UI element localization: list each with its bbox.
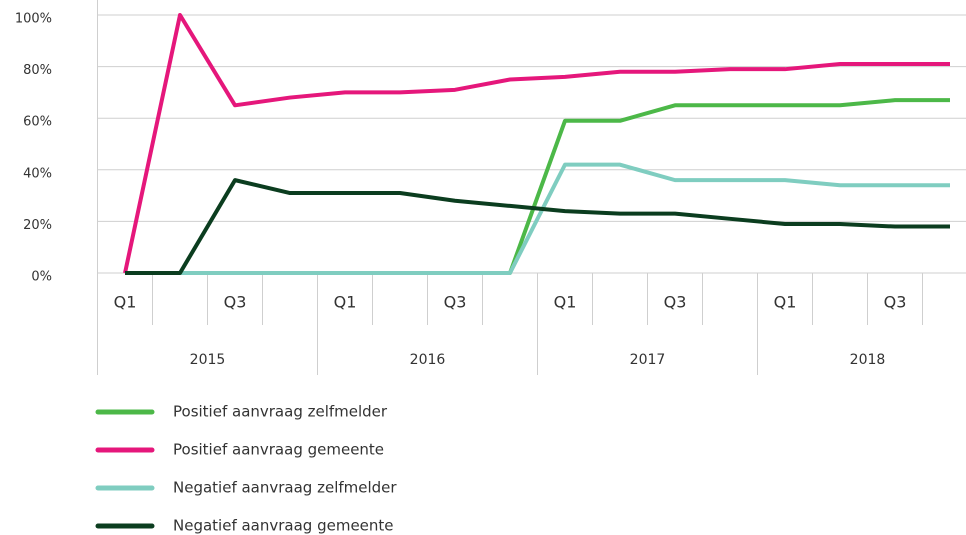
x-tick-label: Q1 xyxy=(774,293,797,312)
x-tick-label: Q1 xyxy=(114,293,137,312)
x-tick-label: Q3 xyxy=(664,293,687,312)
legend-label: Positief aanvraag gemeente xyxy=(173,441,384,459)
y-tick-label: 100% xyxy=(15,12,52,27)
series-line xyxy=(125,98,950,275)
series-line xyxy=(123,13,950,274)
y-tick-label: 80% xyxy=(23,63,52,78)
x-tick-label: Q3 xyxy=(224,293,247,312)
legend-label: Negatief aanvraag gemeente xyxy=(173,517,394,535)
x-tick-label: Q3 xyxy=(884,293,907,312)
y-tick-label: 20% xyxy=(23,218,52,233)
series-line xyxy=(125,162,950,275)
x-group-label: 2016 xyxy=(410,352,446,368)
y-tick-label: 0% xyxy=(31,270,52,285)
x-group-label: 2017 xyxy=(630,352,666,368)
x-tick-label: Q1 xyxy=(554,293,577,312)
legend-label: Negatief aanvraag zelfmelder xyxy=(173,479,397,497)
x-tick-label: Q1 xyxy=(334,293,357,312)
x-tick-label: Q3 xyxy=(444,293,467,312)
legend-label: Positief aanvraag zelfmelder xyxy=(173,403,388,421)
y-tick-label: 60% xyxy=(23,115,52,130)
x-group-label: 2015 xyxy=(190,352,226,368)
x-group-label: 2018 xyxy=(850,352,886,368)
series-line xyxy=(125,178,950,275)
y-tick-label: 40% xyxy=(23,166,52,181)
